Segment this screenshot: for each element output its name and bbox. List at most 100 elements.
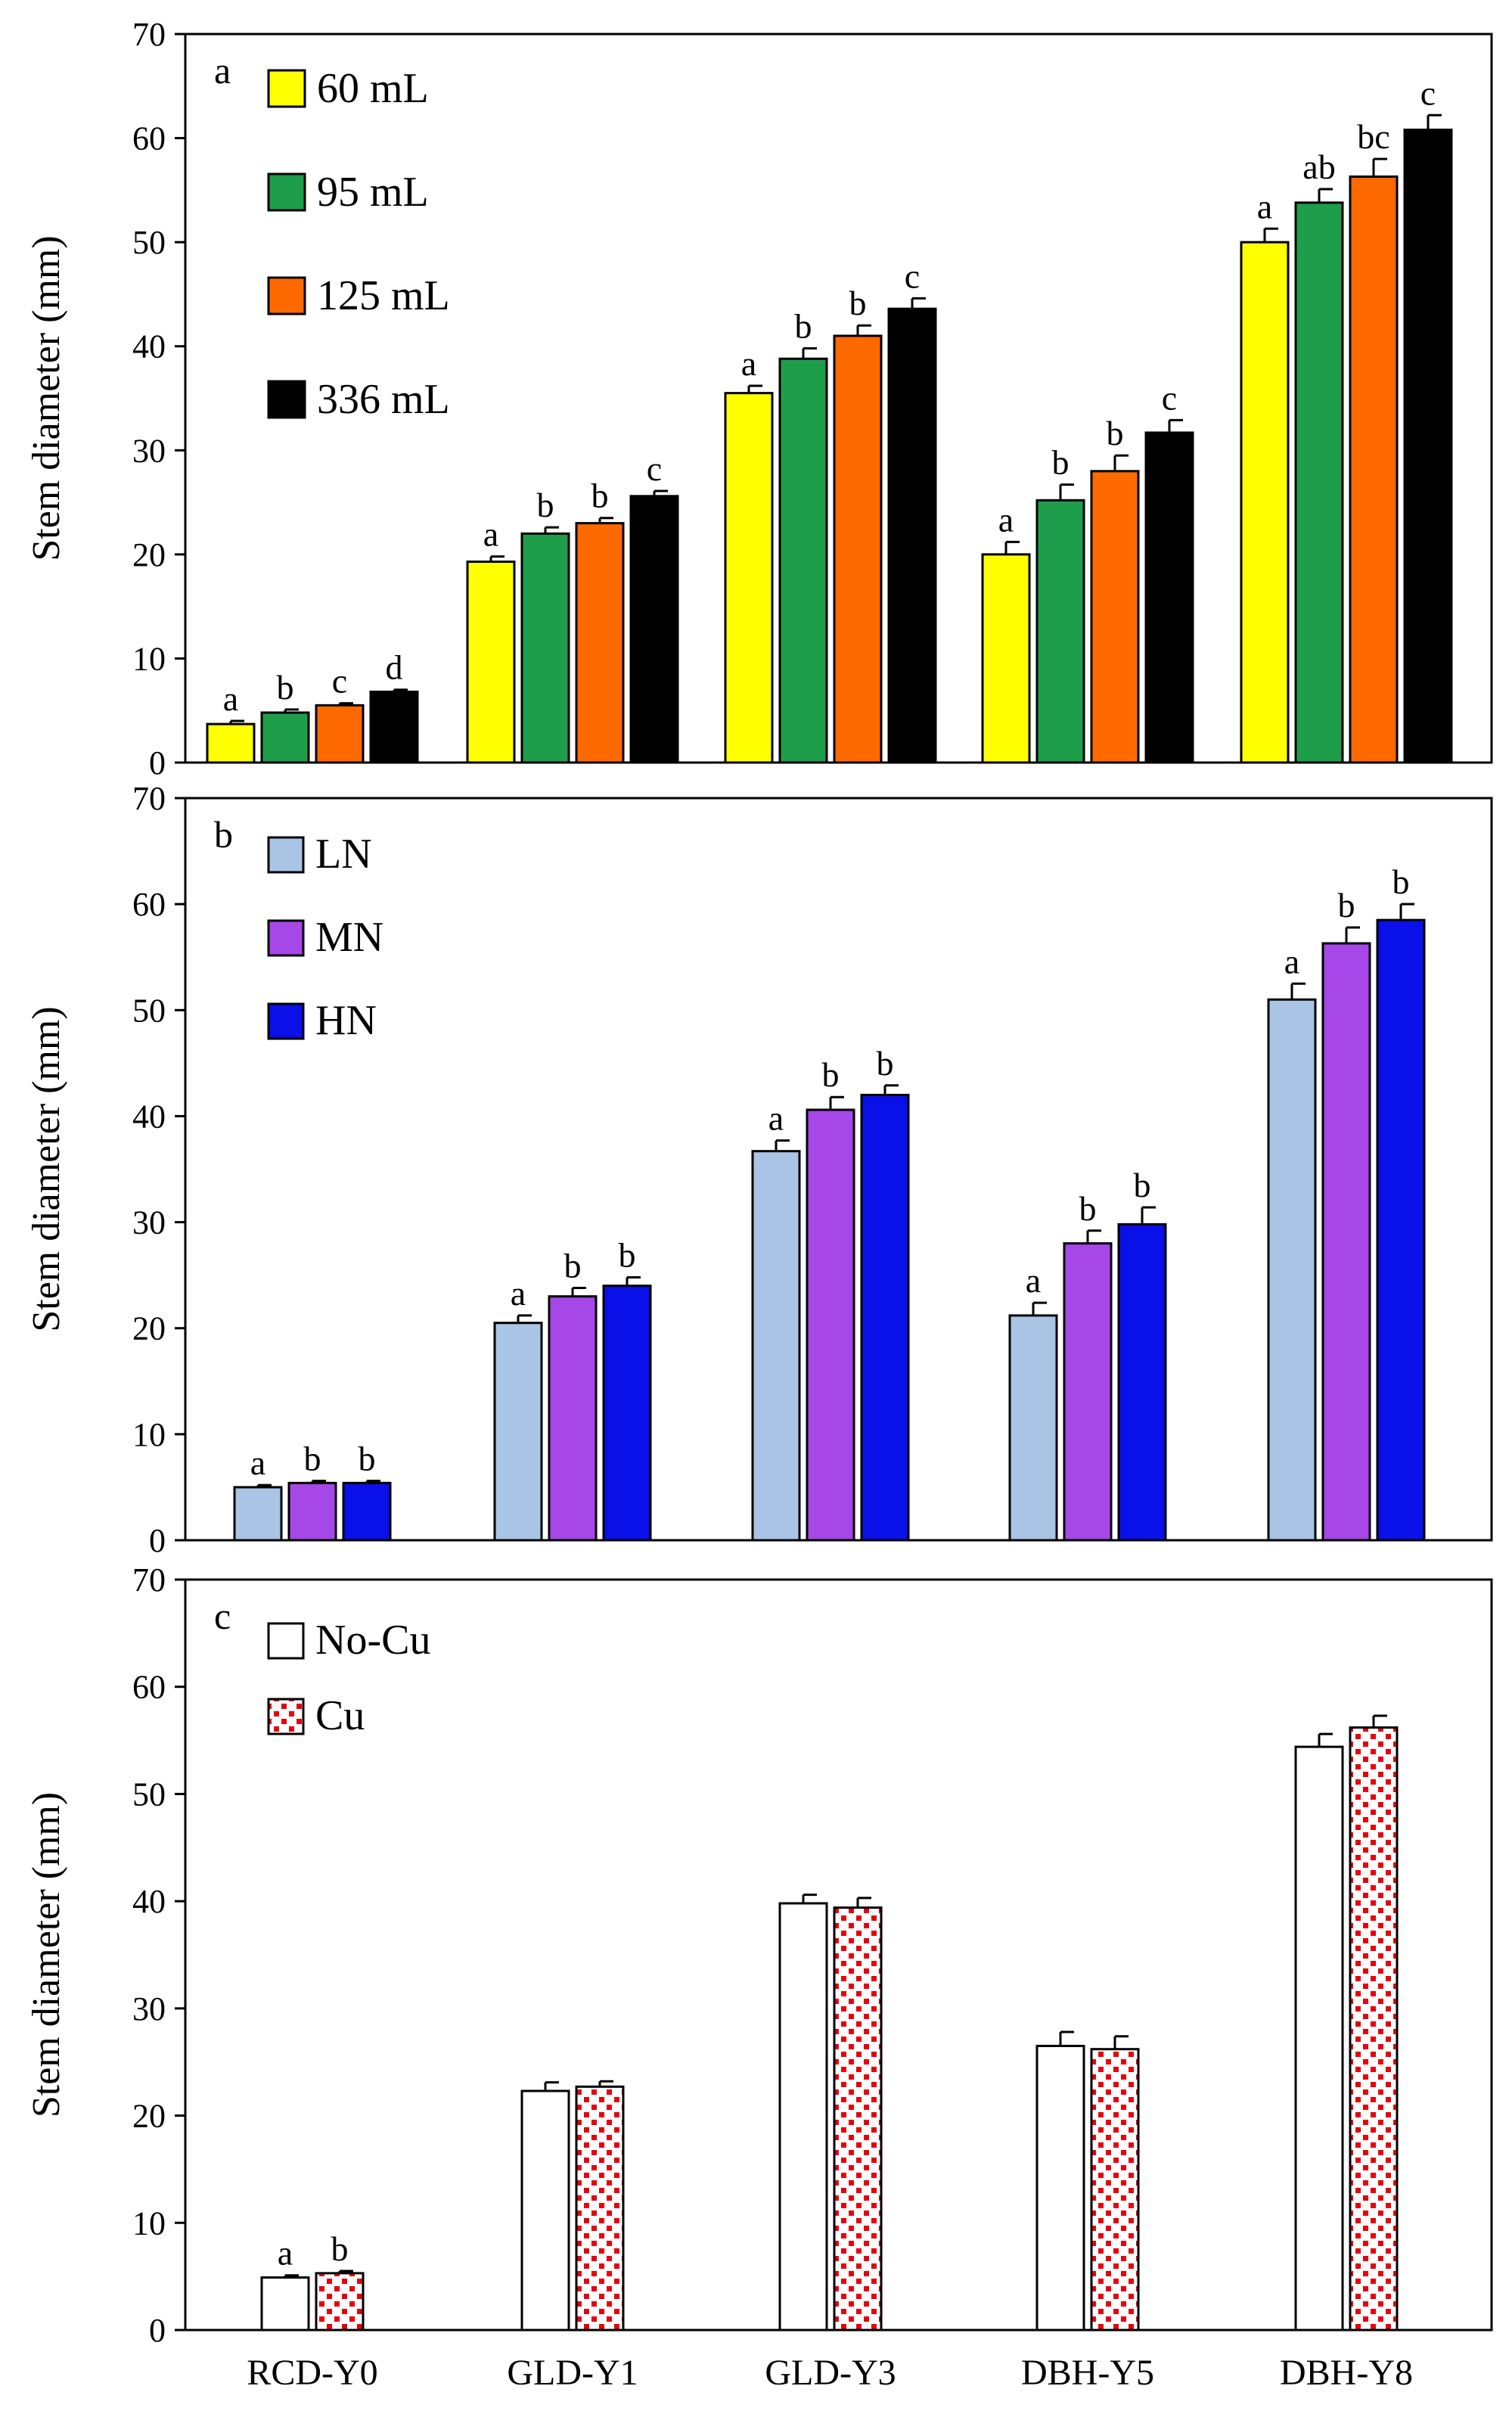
- bar-cu-gld-y1: [575, 2085, 625, 2332]
- bar-no-cu-dbh-y8: [1294, 1745, 1344, 2332]
- bar-125-ml-rcd-y0: [315, 704, 365, 764]
- significance-letter: a: [1026, 1261, 1041, 1300]
- bar-no-cu-dbh-y5: [1035, 2044, 1085, 2332]
- bar-60-ml-dbh-y8: [1240, 241, 1290, 764]
- significance-letter: b: [849, 284, 867, 322]
- chart-panel-c: 0 10 20 30 40 50 60 70 Stem diameter (mm) c a b No-C…: [25, 1561, 1493, 2393]
- y-tick-label: 30: [132, 1204, 166, 1241]
- significance-letter: c: [1420, 73, 1436, 112]
- legend-swatch: [267, 276, 306, 315]
- y-tick-label: 30: [132, 1990, 166, 2027]
- panel-letter: a: [214, 49, 231, 92]
- bar-125-ml-gld-y1: [575, 522, 625, 764]
- significance-letter: a: [768, 1099, 784, 1138]
- y-tick-label: 30: [132, 432, 166, 469]
- significance-letter: b: [1079, 1189, 1097, 1228]
- legend-entry: LN: [315, 831, 372, 878]
- bar-336-ml-gld-y1: [629, 495, 679, 764]
- panel-letter: b: [214, 813, 233, 856]
- significance-letter: b: [1134, 1166, 1151, 1204]
- y-tick-label: 10: [132, 2204, 166, 2242]
- y-tick-label: 40: [132, 1098, 166, 1135]
- bar-mn-gld-y1: [548, 1295, 598, 1542]
- bar-no-cu-rcd-y0: [260, 2276, 310, 2332]
- legend-swatch: [267, 172, 306, 212]
- y-tick-label: 70: [132, 780, 166, 817]
- significance-letter: b: [331, 2229, 349, 2268]
- legend-entry: HN: [315, 997, 377, 1044]
- bar-cu-rcd-y0: [315, 2272, 365, 2332]
- significance-letter: b: [304, 1440, 321, 1478]
- y-tick-label: 10: [132, 1416, 166, 1453]
- bar-mn-dbh-y5: [1063, 1242, 1113, 1542]
- bar-ln-gld-y1: [493, 1322, 543, 1542]
- bar-60-ml-gld-y3: [724, 392, 774, 764]
- bar-mn-gld-y3: [806, 1108, 855, 1542]
- bar-95-ml-gld-y1: [520, 532, 570, 764]
- bar-mn-rcd-y0: [287, 1481, 337, 1542]
- y-tick-label: 50: [132, 992, 166, 1029]
- significance-letter: a: [741, 344, 756, 383]
- bar-mn-dbh-y8: [1321, 942, 1371, 1542]
- significance-letter: b: [277, 668, 294, 707]
- significance-letter: c: [905, 256, 920, 295]
- significance-letter: a: [511, 1274, 526, 1313]
- significance-letter: a: [1284, 942, 1299, 980]
- significance-letter: a: [223, 679, 238, 718]
- bar-cu-dbh-y5: [1090, 2048, 1140, 2332]
- significance-letter: bc: [1357, 117, 1389, 156]
- significance-letter: a: [278, 2234, 293, 2273]
- bar-hn-dbh-y8: [1376, 918, 1426, 1542]
- x-tick-label: DBH-Y5: [1021, 2353, 1154, 2393]
- significance-letter: b: [591, 477, 609, 515]
- bar-60-ml-dbh-y5: [981, 553, 1031, 764]
- bar-hn-dbh-y5: [1117, 1223, 1167, 1542]
- bar-336-ml-dbh-y8: [1403, 129, 1453, 764]
- bar-ln-rcd-y0: [233, 1486, 283, 1542]
- significance-letter: a: [250, 1443, 265, 1482]
- y-axis-title: Stem diameter (mm): [25, 1006, 68, 1331]
- legend-entry: 95 mL: [317, 169, 429, 216]
- bar-95-ml-rcd-y0: [260, 711, 310, 764]
- significance-letter: b: [1392, 862, 1410, 901]
- legend-entry: 336 mL: [317, 376, 450, 423]
- y-tick-label: 10: [132, 640, 166, 677]
- y-tick-label: 70: [132, 16, 166, 53]
- legend-entry: MN: [315, 914, 383, 961]
- bar-cu-gld-y3: [833, 1906, 883, 2332]
- y-tick-label: 20: [132, 2098, 166, 2135]
- bar-hn-gld-y3: [860, 1093, 910, 1542]
- y-tick-label: 60: [132, 886, 166, 923]
- y-axis-title: Stem diameter (mm): [25, 235, 68, 561]
- bar-no-cu-gld-y3: [778, 1902, 828, 2332]
- bar-60-ml-gld-y1: [466, 560, 516, 764]
- bar-ln-gld-y3: [751, 1150, 801, 1542]
- significance-letter: b: [619, 1235, 636, 1274]
- significance-letter: ab: [1302, 148, 1335, 186]
- y-tick-label: 20: [132, 536, 166, 573]
- significance-letter: c: [647, 449, 662, 488]
- significance-letter: b: [359, 1440, 376, 1478]
- significance-letter: b: [1107, 414, 1124, 452]
- significance-letter: b: [537, 486, 554, 524]
- bar-95-ml-dbh-y5: [1035, 499, 1085, 764]
- bar-ln-dbh-y8: [1267, 998, 1317, 1542]
- significance-letter: b: [1052, 443, 1070, 482]
- legend-swatch: [267, 1698, 305, 1735]
- significance-letter: a: [1257, 187, 1272, 225]
- y-axis-title: Stem diameter (mm): [25, 1792, 68, 2117]
- bar-125-ml-dbh-y5: [1090, 470, 1140, 764]
- bar-95-ml-dbh-y8: [1294, 201, 1344, 764]
- y-tick-label: 40: [132, 328, 166, 365]
- bar-95-ml-gld-y3: [778, 357, 828, 764]
- x-tick-label: GLD-Y1: [507, 2353, 638, 2393]
- legend-swatch: [267, 919, 305, 957]
- legend-swatch: [267, 1622, 305, 1660]
- y-tick-label: 50: [132, 1776, 166, 1813]
- bar-125-ml-gld-y3: [833, 334, 883, 764]
- bar-336-ml-rcd-y0: [369, 690, 419, 764]
- bar-hn-gld-y1: [602, 1285, 652, 1542]
- bar-ln-dbh-y5: [1008, 1314, 1058, 1542]
- significance-letter: b: [877, 1044, 894, 1083]
